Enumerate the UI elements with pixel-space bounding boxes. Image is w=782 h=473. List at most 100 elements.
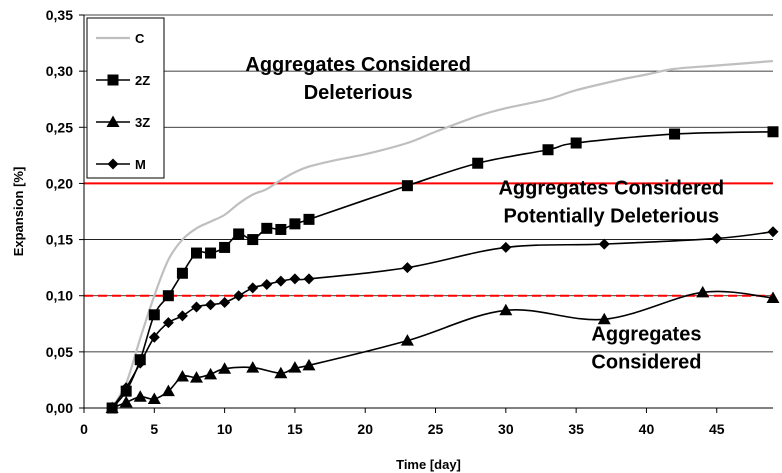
point-2z-7 [205, 247, 217, 259]
point-2z-10 [247, 234, 259, 246]
point-m-19 [767, 226, 779, 238]
x-tick-label-0: 0 [80, 421, 88, 437]
y-tick-label-2: 0,10 [46, 288, 73, 304]
point-3z-17 [766, 291, 780, 303]
point-2z-4 [162, 290, 174, 302]
x-tick-label-2: 10 [217, 421, 233, 437]
point-2z-5 [176, 267, 188, 279]
y-tick-label-5: 0,25 [46, 119, 73, 135]
point-m-7 [205, 299, 217, 311]
point-m-8 [219, 296, 231, 308]
legend-label-2z: 2Z [135, 73, 150, 88]
x-tick-label-9: 45 [709, 421, 725, 437]
annotation-2: Aggregates Considered [591, 324, 701, 374]
point-3z-7 [204, 367, 218, 380]
annotations: Aggregates Considered DeleteriousAggregat… [245, 54, 724, 373]
point-2z-13 [289, 218, 301, 230]
y-tick-label-1: 0,05 [46, 344, 73, 360]
point-m-18 [711, 232, 723, 244]
annotation-2-line-0: Aggregates [591, 324, 701, 346]
x-tick-label-8: 40 [639, 421, 655, 437]
legend-label-3z: 3Z [135, 115, 150, 130]
point-m-13 [289, 273, 301, 285]
x-tick-label-5: 25 [428, 421, 444, 437]
point-m-3 [148, 331, 160, 343]
point-2z-9 [233, 228, 245, 240]
point-m-0 [106, 402, 118, 414]
plot-area [83, 15, 773, 409]
point-3z-2 [133, 390, 147, 402]
point-2z-3 [148, 309, 160, 321]
tick-labels: 0 5 10 15 20 25 30 35 40 45 0,00 0,05 0,10 0,15 0,20 0,… [46, 7, 725, 437]
point-3z-13 [400, 334, 414, 346]
x-tick-label-3: 15 [287, 421, 303, 437]
annotation-1-line-0: Aggregates Considered [498, 178, 724, 200]
point-3z-14 [499, 303, 513, 316]
point-m-6 [190, 301, 202, 313]
x-tick-label-4: 20 [357, 421, 373, 437]
point-m-14 [303, 273, 315, 285]
point-m-9 [233, 290, 245, 302]
point-m-10 [247, 282, 259, 294]
point-3z-9 [246, 361, 260, 373]
point-3z-12 [302, 358, 316, 371]
point-3z-16 [696, 285, 710, 298]
x-tick-label-1: 5 [150, 421, 158, 437]
point-3z-3 [147, 392, 161, 405]
legend: C 2Z 3Z M [86, 17, 165, 179]
point-2z-8 [219, 241, 231, 253]
point-m-5 [176, 310, 188, 322]
series-m [106, 226, 779, 414]
point-2z-6 [190, 247, 202, 259]
point-2z-18 [570, 137, 582, 149]
x-tick-label-6: 30 [498, 421, 514, 437]
y-axis-label: Expansion [%] [11, 167, 26, 257]
point-m-2 [134, 357, 146, 369]
annotation-0: Aggregates Considered Deleterious [245, 54, 471, 104]
legend-label-c: C [135, 31, 145, 46]
point-2z-11 [261, 222, 273, 234]
legend-label-m: M [135, 157, 146, 172]
y-tick-label-0: 0,00 [46, 400, 73, 416]
legend-box [86, 17, 165, 179]
point-2z-15 [401, 180, 413, 192]
annotation-2-line-1: Considered [591, 352, 701, 374]
series-group [105, 59, 780, 414]
point-3z-11 [288, 361, 302, 373]
y-tick-label-7: 0,35 [46, 7, 73, 23]
point-2z-17 [542, 144, 554, 156]
threshold-lines [84, 182, 773, 297]
point-2z-12 [275, 223, 287, 235]
legend-marker-3z [106, 115, 120, 127]
annotation-1-line-1: Potentially Deleterious [503, 206, 719, 228]
point-3z-15 [597, 312, 611, 325]
point-3z-4 [161, 384, 175, 397]
point-2z-16 [472, 157, 484, 169]
point-3z-8 [218, 362, 232, 374]
series-line-c [111, 59, 774, 409]
point-3z-1 [119, 395, 133, 408]
annotation-1: Aggregates Considered Potentially Deleter… [498, 178, 724, 228]
annotation-0-line-1: Deleterious [304, 82, 413, 104]
point-3z-6 [189, 371, 203, 383]
point-m-17 [598, 238, 610, 250]
point-2z-14 [303, 213, 315, 225]
legend-marker-m [107, 158, 119, 170]
x-axis-label: Time [day] [396, 457, 461, 472]
point-m-15 [401, 262, 413, 274]
point-2z-20 [767, 126, 779, 138]
x-tick-label-7: 35 [568, 421, 584, 437]
point-m-11 [261, 278, 273, 290]
y-tick-label-6: 0,30 [46, 63, 73, 79]
legend-marker-2z [107, 74, 119, 86]
y-tick-label-3: 0,15 [46, 232, 73, 248]
series-c [111, 59, 774, 409]
point-3z-10 [274, 366, 288, 379]
point-3z-5 [175, 370, 189, 382]
point-m-4 [162, 317, 174, 329]
y-tick-label-4: 0,20 [46, 175, 73, 191]
point-m-1 [120, 382, 132, 394]
point-2z-19 [669, 128, 681, 140]
point-m-16 [500, 241, 512, 253]
